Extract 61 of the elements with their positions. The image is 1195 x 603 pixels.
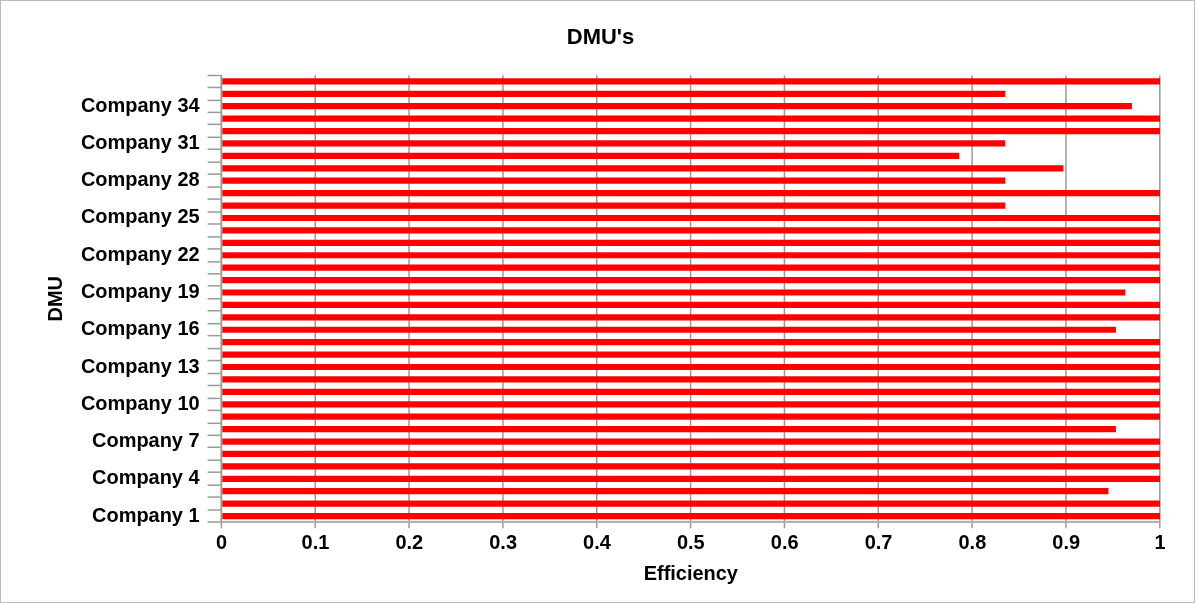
- bar: [222, 140, 1006, 147]
- bar: [222, 152, 960, 159]
- y-tick-label: Company 19: [80, 280, 200, 302]
- bar: [222, 190, 1161, 197]
- bar: [222, 413, 1161, 420]
- x-tick-label: 0.8: [958, 530, 987, 553]
- bar: [222, 301, 1161, 309]
- bar: [222, 463, 1161, 470]
- bar: [222, 103, 1132, 110]
- bar: [222, 388, 1161, 395]
- x-tick-label: 0.2: [395, 530, 424, 553]
- y-tick-label: Company 28: [80, 168, 200, 191]
- x-tick-label: 0: [216, 530, 228, 553]
- y-tick-label: Company 1: [92, 503, 200, 526]
- x-tick-label: 0.4: [583, 530, 611, 553]
- x-tick-label: 1: [1154, 530, 1166, 553]
- bar: [222, 90, 1006, 97]
- y-axis-title: DMU: [44, 276, 67, 322]
- bar: [222, 202, 1006, 209]
- y-tick-label: Company 25: [80, 205, 200, 228]
- y-tick-label: Company 31: [80, 130, 200, 153]
- bar: [222, 276, 1161, 284]
- bar: [222, 314, 1161, 321]
- y-tick-label: Company 22: [80, 242, 200, 265]
- bar: [222, 450, 1161, 458]
- x-tick-label: 0.9: [1052, 530, 1081, 553]
- bar: [222, 264, 1161, 271]
- bar: [222, 426, 1116, 433]
- bar: [222, 363, 1161, 371]
- bar: [222, 438, 1161, 445]
- bar: [222, 165, 1064, 172]
- bar: [222, 339, 1161, 346]
- bar: [222, 115, 1161, 122]
- y-tick-label: Company 13: [80, 354, 200, 377]
- x-tick-label: 0.7: [864, 530, 893, 553]
- y-tick-label: Company 7: [92, 429, 200, 452]
- bar: [222, 214, 1161, 222]
- bar: [222, 376, 1161, 383]
- bar: [222, 500, 1161, 507]
- bar: [222, 78, 1161, 85]
- y-tick-label: Company 16: [80, 317, 200, 340]
- y-tick-label: Company 34: [80, 93, 200, 116]
- chart-title: DMU's: [566, 24, 635, 50]
- bar: [222, 127, 1161, 135]
- bar: [222, 488, 1109, 495]
- bar: [222, 227, 1161, 234]
- bar: [222, 239, 1161, 246]
- bar: [222, 351, 1161, 358]
- bar: [222, 475, 1161, 482]
- x-axis-title: Efficiency: [643, 561, 738, 584]
- y-tick-label: Company 10: [80, 391, 200, 414]
- bar: [222, 177, 1006, 184]
- bar: [222, 326, 1116, 333]
- x-tick-label: 0.5: [676, 530, 705, 553]
- bar: [222, 289, 1126, 296]
- bar: [222, 252, 1161, 259]
- x-tick-label: 0.3: [489, 530, 517, 553]
- y-tick-label: Company 4: [92, 466, 200, 489]
- bar: [222, 401, 1161, 408]
- x-tick-label: 0.6: [770, 530, 799, 553]
- x-tick-label: 0.1: [301, 530, 330, 553]
